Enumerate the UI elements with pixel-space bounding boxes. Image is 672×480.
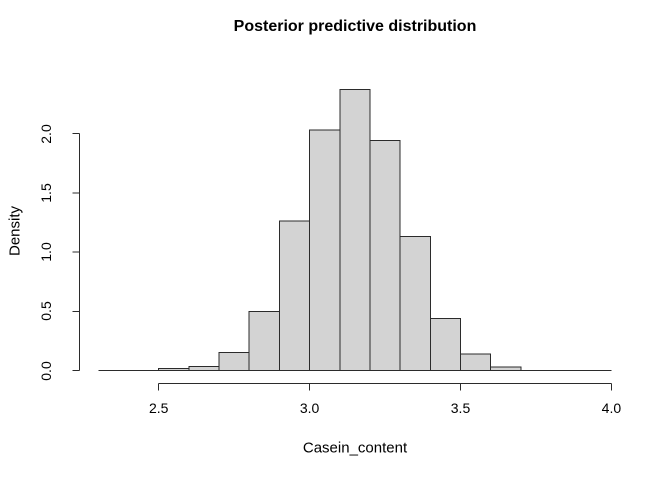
chart-title: Posterior predictive distribution <box>233 18 477 35</box>
y-axis-label: Density <box>6 205 24 257</box>
y-tick-label: 1.0 <box>38 242 54 262</box>
histogram-bar <box>369 140 401 371</box>
x-tick-label: 2.5 <box>148 400 169 416</box>
y-tick-label: 1.5 <box>38 183 54 203</box>
y-tick-label: 2.0 <box>38 123 54 144</box>
histogram-bar <box>278 220 311 371</box>
histogram-bar <box>218 352 250 372</box>
histogram-bar <box>460 353 492 371</box>
histogram-bar <box>188 365 220 371</box>
x-tick-label: 3.0 <box>299 400 320 416</box>
histogram-bar <box>399 236 431 371</box>
histogram-bar <box>339 89 371 371</box>
y-tick-label: 0.5 <box>38 301 54 322</box>
x-axis-label: Casein_content <box>302 439 408 457</box>
histogram-bar <box>248 310 280 372</box>
x-tick-label: 4.0 <box>601 400 622 416</box>
histogram-bar <box>490 366 522 371</box>
y-tick-label: 0.0 <box>38 360 54 381</box>
histogram-bar <box>309 129 341 371</box>
histogram-bar <box>429 317 461 371</box>
x-tick-label: 3.5 <box>450 400 471 416</box>
